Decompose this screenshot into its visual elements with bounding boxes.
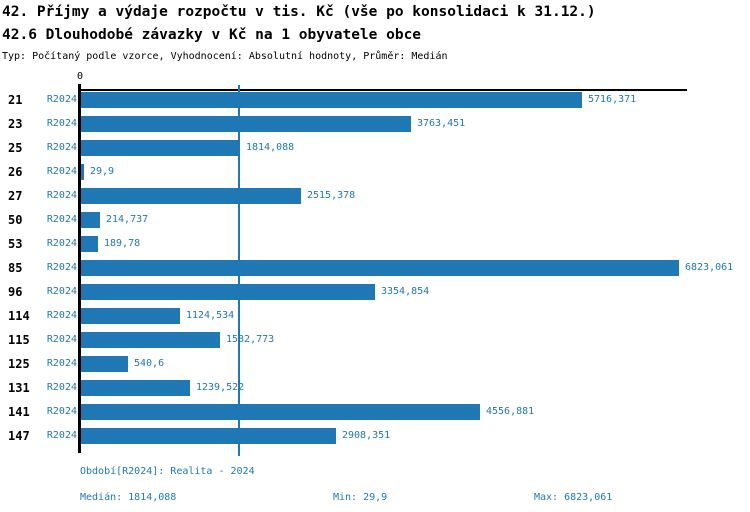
bar-value: 29,9 <box>90 166 115 177</box>
footer-median: Medián: 1814,088 <box>80 492 177 503</box>
bar-value: 1814,088 <box>246 142 295 153</box>
row-period: R2024 <box>46 430 77 441</box>
bar-value: 214,737 <box>106 214 149 225</box>
bar-row: 125 R2024 540,6 <box>0 356 750 372</box>
bar-value: 1239,522 <box>196 382 245 393</box>
bar-value: 1582,773 <box>226 334 275 345</box>
bar <box>81 188 301 204</box>
bar <box>81 116 411 132</box>
row-id: 96 <box>8 285 23 299</box>
row-id: 125 <box>8 357 30 371</box>
bar <box>81 332 220 348</box>
row-id: 141 <box>8 405 30 419</box>
row-period: R2024 <box>46 334 77 345</box>
bar <box>81 260 679 276</box>
bar-row: 114 R2024 1124,534 <box>0 308 750 324</box>
row-period: R2024 <box>46 214 77 225</box>
bar-row: 25 R2024 1814,088 <box>0 140 750 156</box>
bar <box>81 284 375 300</box>
bar <box>81 380 190 396</box>
row-period: R2024 <box>46 406 77 417</box>
bar-value: 5716,371 <box>588 94 637 105</box>
bar <box>81 356 128 372</box>
row-period: R2024 <box>46 238 77 249</box>
bar-row: 53 R2024 189,78 <box>0 236 750 252</box>
row-period: R2024 <box>46 166 77 177</box>
row-id: 50 <box>8 213 23 227</box>
bar-row: 50 R2024 214,737 <box>0 212 750 228</box>
footer-max: Max: 6823,061 <box>534 492 613 503</box>
row-period: R2024 <box>46 262 77 273</box>
bar <box>81 404 480 420</box>
bar-row: 21 R2024 5716,371 <box>0 92 750 108</box>
row-id: 26 <box>8 165 23 179</box>
row-id: 25 <box>8 141 23 155</box>
bar <box>81 164 84 180</box>
row-period: R2024 <box>46 118 77 129</box>
y-axis-line <box>78 84 81 453</box>
bar-row: 147 R2024 2908,351 <box>0 428 750 444</box>
bar-row: 23 R2024 3763,451 <box>0 116 750 132</box>
x-axis-top-line <box>78 89 687 91</box>
row-id: 114 <box>8 309 30 323</box>
bar-row: 26 R2024 29,9 <box>0 164 750 180</box>
bar <box>81 212 100 228</box>
bar-value: 189,78 <box>104 238 141 249</box>
row-id: 147 <box>8 429 30 443</box>
bar-row: 131 R2024 1239,522 <box>0 380 750 396</box>
bar-value: 3763,451 <box>417 118 466 129</box>
row-id: 131 <box>8 381 30 395</box>
chart-title-line2: 42.6 Dlouhodobé závazky v Kč na 1 obyvat… <box>2 27 422 43</box>
bar <box>81 428 336 444</box>
row-id: 85 <box>8 261 23 275</box>
row-period: R2024 <box>46 94 77 105</box>
bar-row: 27 R2024 2515,378 <box>0 188 750 204</box>
bar-row: 96 R2024 3354,854 <box>0 284 750 300</box>
chart-title-line1: 42. Příjmy a výdaje rozpočtu v tis. Kč (… <box>2 4 596 20</box>
row-id: 21 <box>8 93 23 107</box>
row-period: R2024 <box>46 286 77 297</box>
row-id: 27 <box>8 189 23 203</box>
x-axis-zero-label: 0 <box>76 71 84 82</box>
bar <box>81 92 582 108</box>
row-id: 115 <box>8 333 30 347</box>
bar-value: 6823,061 <box>685 262 734 273</box>
chart-meta-line: Typ: Počítaný podle vzorce, Vyhodnocení:… <box>2 51 448 62</box>
row-period: R2024 <box>46 190 77 201</box>
row-period: R2024 <box>46 382 77 393</box>
bar-value: 4556,881 <box>486 406 535 417</box>
bar <box>81 236 98 252</box>
row-period: R2024 <box>46 358 77 369</box>
row-period: R2024 <box>46 310 77 321</box>
bar-row: 85 R2024 6823,061 <box>0 260 750 276</box>
row-period: R2024 <box>46 142 77 153</box>
bar-value: 540,6 <box>134 358 165 369</box>
footer-period: Období[R2024]: Realita - 2024 <box>80 466 255 477</box>
row-id: 23 <box>8 117 23 131</box>
bar-value: 2908,351 <box>342 430 391 441</box>
bar-value: 3354,854 <box>381 286 430 297</box>
bar-row: 141 R2024 4556,881 <box>0 404 750 420</box>
footer-min: Min: 29,9 <box>333 492 388 503</box>
bar <box>81 140 240 156</box>
bar-row: 115 R2024 1582,773 <box>0 332 750 348</box>
row-id: 53 <box>8 237 23 251</box>
bar-value: 1124,534 <box>186 310 235 321</box>
bar <box>81 308 180 324</box>
bar-value: 2515,378 <box>307 190 356 201</box>
